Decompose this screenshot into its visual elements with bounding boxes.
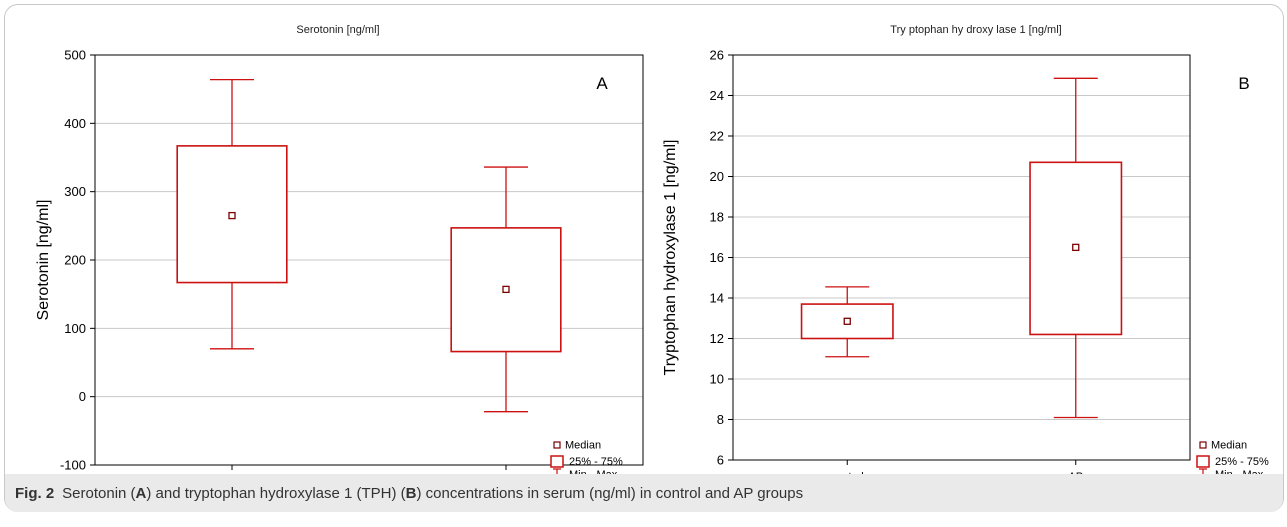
caption-ref-b: B <box>405 484 417 502</box>
panel-a-panel-letter: A <box>596 74 608 93</box>
figure: Serotonin [ng/ml] A Serotonin [ng/ml] -100 0… <box>4 4 1284 512</box>
panel-a-legend-whisker-symbol <box>553 468 561 475</box>
panel-a-y-tick-label: 100 <box>64 321 86 336</box>
panel-b-y-axis-label: Tryptophan hydroxylase 1 [ng/ml] <box>662 140 679 376</box>
panel-b-legend-whisker-symbol <box>1199 468 1207 475</box>
caption-label: Fig. 2 <box>15 484 55 502</box>
caption-text-2: ) and tryptophan hydroxylase 1 (TPH) ( <box>146 484 406 502</box>
panel-a-plot-frame <box>94 54 644 466</box>
panel-b-plot-frame <box>732 54 1191 461</box>
panel-a-y-tick-label: 200 <box>64 253 86 268</box>
panel-a-y-tick-label: 400 <box>64 116 86 131</box>
panel-b-y-tick-label: 24 <box>710 88 724 103</box>
panel-b-y-tick-label: 22 <box>710 129 724 144</box>
panel-a-y-tick-label: 500 <box>64 48 86 63</box>
box-plot-figure: Serotonin [ng/ml] A Serotonin [ng/ml] -100 0… <box>35 24 1269 475</box>
panel-b-legend-median-label: Median <box>1211 440 1247 452</box>
panel-b-legend-box-label: 25% - 75% <box>1215 456 1269 468</box>
panel-a-y-tick-label: 300 <box>64 184 86 199</box>
panel-a-legend-box-symbol <box>550 455 564 468</box>
panel-b-y-tick-label: 26 <box>710 48 724 63</box>
panel-a-legend-median-label: Median <box>565 440 601 452</box>
caption-text-3: ) concentrations in serum (ng/ml) in con… <box>416 484 804 502</box>
panel-a-legend-median-symbol <box>553 441 561 449</box>
panel-b-panel-letter: B <box>1238 74 1249 93</box>
panel-a-legend-whisker-label: Min - Max <box>569 469 618 475</box>
panel-a-legend-box-label: 25% - 75% <box>569 456 623 468</box>
figure-caption: Fig. 2 Serotonin (A) and tryptophan hydr… <box>5 474 1283 512</box>
panel-a-y-axis-label: Serotonin [ng/ml] <box>35 200 52 321</box>
caption-ref-a: A <box>135 484 147 502</box>
panel-b-median-marker <box>843 317 851 325</box>
caption-text-1: Serotonin ( <box>62 484 136 502</box>
panel-b-title: Try ptophan hy droxy lase 1 [ng/ml] <box>890 24 1061 36</box>
panel-b-y-tick-label: 6 <box>717 453 724 468</box>
panel-b-y-tick-label: 12 <box>710 331 724 346</box>
panel-b-legend-median-symbol <box>1199 441 1207 449</box>
panel-b-median-marker <box>1072 243 1080 252</box>
panel-a-title: Serotonin [ng/ml] <box>296 24 379 36</box>
panel-a-y-tick-label: -100 <box>60 458 86 473</box>
panel-b-y-tick-label: 10 <box>710 372 724 387</box>
panel-a-y-tick-label: 0 <box>79 389 86 404</box>
panel-b-y-tick-label: 18 <box>710 210 724 225</box>
panel-b-y-tick-label: 20 <box>710 169 724 184</box>
panel-b-x-tick-label: control <box>831 471 864 475</box>
panel-b-x-tick-label: AP <box>1068 471 1083 475</box>
panel-b-y-tick-label: 16 <box>710 250 724 265</box>
panel-b-y-tick-label: 8 <box>717 412 724 427</box>
panel-a-median-marker <box>502 285 510 294</box>
panel-b-legend-whisker-label: Min - Max <box>1215 469 1264 475</box>
panel-a-median-marker <box>228 211 236 220</box>
panel-b-legend-box-symbol <box>1196 455 1210 468</box>
panel-b-y-tick-label: 14 <box>710 291 724 306</box>
